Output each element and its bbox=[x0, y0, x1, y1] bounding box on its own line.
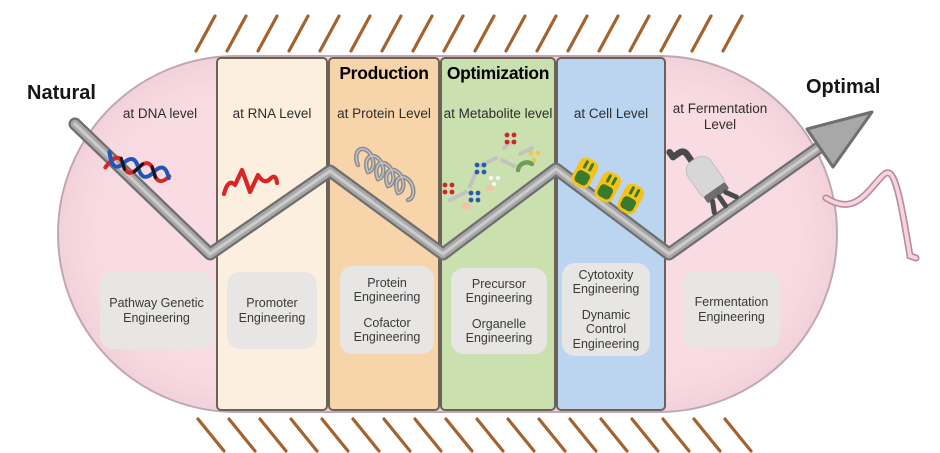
level-label-cell: at Cell Level bbox=[573, 106, 649, 121]
technique-label: Precursor Engineering bbox=[465, 276, 533, 306]
technique-box-metabolite: Precursor Engineering Organelle Engineer… bbox=[451, 268, 547, 354]
technique-box-fermentation: Fermentation Engineering bbox=[683, 271, 780, 348]
rna-strand-icon bbox=[221, 167, 280, 197]
technique-box-protein: Protein Engineering Cofactor Engineering bbox=[340, 266, 434, 354]
technique-label: Protein Engineering bbox=[353, 275, 421, 305]
optimal-label: Optimal bbox=[806, 76, 881, 98]
flagellum-icon bbox=[822, 169, 920, 262]
level-label-protein: at Protein Level bbox=[337, 106, 431, 121]
technique-label: Cytotoxity Engineering bbox=[572, 267, 640, 297]
pili-hatches-top-icon bbox=[194, 14, 744, 53]
metabolite-network-icon bbox=[442, 132, 541, 210]
level-label-fermentation: at Fermentation Level bbox=[672, 101, 768, 132]
technique-box-rna: Promoter Engineering bbox=[227, 272, 317, 349]
pili-hatches-bottom-icon bbox=[196, 417, 753, 453]
technique-box-cell: Cytotoxity Engineering Dynamic Control E… bbox=[562, 263, 650, 356]
level-label-dna: at DNA level bbox=[122, 106, 198, 121]
dna-double-helix-icon bbox=[103, 149, 172, 184]
technique-label: Organelle Engineering bbox=[465, 316, 533, 346]
microbial-cells-icon bbox=[571, 157, 645, 215]
technique-label: Pathway Genetic Engineering bbox=[109, 296, 204, 325]
level-label-metabolite: at Metabolite level bbox=[443, 106, 553, 121]
protein-coil-icon bbox=[353, 146, 416, 203]
level-label-rna: at RNA Level bbox=[232, 106, 312, 121]
progress-zigzag-arrow bbox=[68, 110, 874, 261]
technique-label: Promoter Engineering bbox=[238, 296, 306, 325]
technique-label: Dynamic Control Engineering bbox=[572, 307, 640, 351]
technique-box-dna: Pathway Genetic Engineering bbox=[100, 272, 213, 349]
technique-label: Fermentation Engineering bbox=[694, 295, 769, 324]
arrowhead-icon bbox=[805, 110, 874, 169]
technique-label: Cofactor Engineering bbox=[353, 315, 421, 345]
optimization-header: Optimization bbox=[446, 63, 550, 83]
production-header: Production bbox=[339, 63, 429, 83]
natural-label: Natural bbox=[27, 82, 96, 104]
fermenter-icon bbox=[666, 148, 739, 215]
